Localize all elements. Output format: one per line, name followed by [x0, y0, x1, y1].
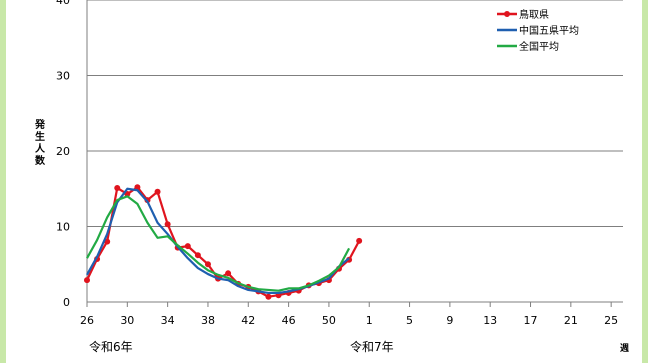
data-point [154, 188, 161, 195]
y-axis-title: 発生人数 [34, 118, 46, 167]
data-point [84, 277, 90, 284]
y-tick-labels: 0 10 20 30 40 [56, 0, 70, 309]
x-tick-label: 13 [483, 314, 497, 327]
data-point [184, 243, 191, 250]
x-axis: 26 30 34 38 42 46 50 1 5 9 13 17 21 25 [80, 302, 618, 327]
x-tick-label: 42 [241, 314, 255, 327]
data-point [114, 184, 121, 191]
x-tick-label: 9 [446, 314, 453, 327]
x-axis-title: 週 [620, 343, 630, 354]
x-tick-label: 46 [282, 314, 296, 327]
data-point [356, 237, 363, 244]
y-tick-label: 20 [56, 145, 70, 158]
legend-marker [504, 11, 510, 17]
legend-label: 全国平均 [519, 40, 559, 53]
y-tick-label: 0 [63, 296, 70, 309]
x-tick-label: 25 [604, 314, 618, 327]
x-tick-label: 26 [80, 314, 94, 327]
x-tick-label: 1 [366, 314, 373, 327]
series-lines [84, 184, 363, 300]
series-line [86, 195, 351, 292]
x-tick-label: 38 [201, 314, 215, 327]
x-tick-label: 21 [564, 314, 578, 327]
y-tick-label: 40 [56, 0, 70, 7]
era-label-r6: 令和6年 [89, 339, 133, 354]
y-tick-label: 30 [56, 70, 70, 83]
era-label-r7: 令和7年 [350, 339, 394, 354]
data-point [194, 252, 201, 259]
y-tick-label: 10 [56, 221, 70, 234]
data-point [164, 221, 171, 228]
data-point [265, 293, 272, 300]
legend-label: 中国五県平均 [519, 24, 579, 37]
x-tick-label: 50 [322, 314, 336, 327]
x-tick-label: 34 [161, 314, 175, 327]
legend-label: 鳥取県 [519, 8, 549, 21]
y-axis-label: 発生人数 [34, 118, 46, 167]
x-tick-label: 17 [524, 314, 538, 327]
x-tick-label: 5 [406, 314, 413, 327]
data-point [134, 184, 141, 191]
gridlines [86, 0, 623, 303]
data-point [225, 270, 232, 277]
data-point [204, 261, 211, 268]
x-tick-label: 30 [120, 314, 134, 327]
